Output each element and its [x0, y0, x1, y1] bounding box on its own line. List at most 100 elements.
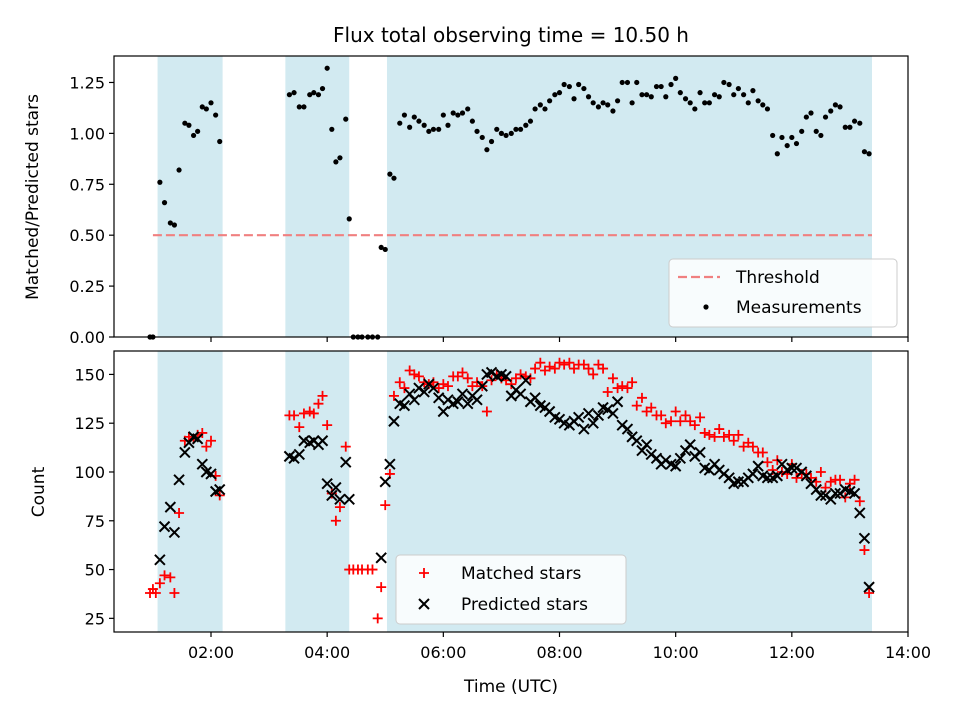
top-y-tick-label: 0.00 — [69, 328, 105, 347]
predicted-star-point — [418, 386, 430, 398]
measurement-point — [382, 246, 388, 253]
matched-star-point — [718, 431, 729, 442]
matched-star-point — [791, 472, 802, 483]
measurement-point — [585, 94, 592, 100]
matched-star-point — [530, 363, 541, 374]
measurement-point — [808, 110, 814, 116]
predicted-star-point — [452, 396, 464, 408]
x-tick-label: 02:00 — [188, 643, 234, 662]
predicted-star-point — [800, 470, 813, 482]
matched-star-point — [308, 408, 319, 419]
matched-star-point — [656, 410, 667, 421]
measurement-point — [648, 94, 654, 100]
measurement-point — [677, 90, 683, 96]
measurement-point — [745, 100, 751, 106]
matched-star-point — [372, 613, 383, 624]
measurement-point — [523, 122, 529, 128]
predicted-star-point — [168, 526, 181, 539]
matched-star-point — [602, 386, 613, 397]
matched-star-point — [515, 369, 526, 380]
predicted-star-point — [379, 476, 391, 488]
measurement-point — [440, 112, 446, 118]
bottom-legend: Matched stars Predicted stars — [395, 554, 627, 625]
measurement-point — [692, 106, 698, 112]
measurement-point — [842, 124, 848, 130]
predicted-star-point — [196, 458, 208, 470]
measurement-point — [552, 92, 558, 98]
predicted-star-point — [572, 411, 585, 424]
matched-star-point — [330, 515, 341, 526]
measurement-point — [639, 92, 645, 98]
measurement-point — [343, 116, 349, 122]
matched-star-point — [462, 373, 473, 384]
measurement-point — [832, 102, 838, 108]
measurement-point — [770, 132, 776, 139]
top-legend-box — [668, 258, 898, 328]
predicted-star-point — [321, 477, 333, 490]
top-y-ticks: 0.00 0.25 0.50 0.75 1.00 1.25 — [69, 73, 114, 347]
measurement-point — [561, 81, 567, 88]
matched-star-point — [165, 572, 176, 583]
predicted-star-point — [848, 487, 861, 500]
measurement-point — [624, 79, 631, 86]
matched-star-point — [689, 420, 700, 431]
matched-star-point — [409, 369, 420, 380]
predicted-star-point — [520, 374, 532, 386]
measurement-point — [813, 128, 819, 134]
x-axis-label: Time (UTC) — [463, 677, 558, 697]
matched-star-point — [680, 410, 691, 421]
measurement-point — [847, 124, 853, 130]
predicted-star-point — [191, 433, 204, 445]
matched-star-point — [646, 402, 657, 413]
measurement-point — [595, 104, 602, 110]
matched-star-point — [583, 363, 594, 374]
predicted-star-point — [829, 487, 842, 500]
measurement-point — [346, 216, 352, 222]
matched-star-point — [399, 383, 410, 394]
legend-measurements-label: Measurements — [736, 298, 862, 318]
measurement-point — [755, 98, 761, 104]
predicted-star-point — [514, 388, 527, 400]
matched-star-point — [150, 587, 161, 598]
matched-star-point — [598, 363, 609, 374]
matched-star-point — [174, 507, 185, 518]
matched-star-point — [294, 422, 305, 433]
measurement-point — [469, 118, 475, 124]
predicted-star-point — [293, 448, 305, 461]
matched-star-point — [197, 427, 208, 438]
matched-star-point — [559, 359, 570, 370]
legend-predicted-swatch — [418, 598, 430, 610]
top-panel: 0.00 0.25 0.50 0.75 1.00 1.25 Matched/Predict… — [23, 55, 909, 347]
x-tick-label: 14:00 — [885, 643, 931, 662]
matched-star-point — [588, 369, 599, 380]
measurement-point — [610, 108, 616, 114]
measurement-point — [182, 120, 188, 126]
measurement-point — [711, 92, 718, 98]
measurement-point — [605, 102, 611, 108]
predicted-star-point — [863, 581, 875, 593]
measurement-point — [176, 167, 182, 173]
matched-star-point — [660, 418, 671, 429]
measurement-point — [726, 81, 732, 88]
measurement-point — [687, 100, 693, 106]
measurement-point — [784, 142, 790, 149]
measurement-point — [702, 100, 708, 106]
measurement-point — [397, 120, 403, 126]
predicted-star-point — [732, 476, 745, 488]
measurement-point — [822, 114, 829, 120]
matched-star-point — [612, 383, 623, 394]
matched-star-point — [622, 383, 633, 394]
measurement-point — [421, 122, 427, 128]
matched-star-point — [317, 390, 328, 401]
measurement-point — [556, 90, 563, 96]
measurement-point — [547, 98, 553, 104]
predicted-star-point — [179, 446, 191, 459]
bottom-y-tick-label: 25 — [85, 609, 105, 628]
measurement-point — [851, 118, 858, 124]
top-y-tick-label: 0.25 — [69, 277, 105, 296]
measurement-point — [217, 138, 223, 145]
legend-threshold-label: Threshold — [735, 268, 820, 288]
predicted-star-point — [326, 489, 338, 502]
measurement-point — [333, 159, 339, 165]
bottom-y-tick-label: 125 — [74, 414, 105, 433]
